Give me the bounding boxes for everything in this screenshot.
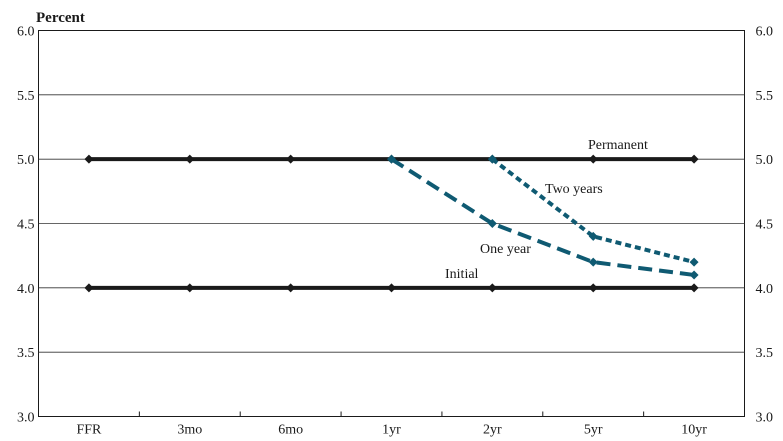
- series-group: [84, 154, 699, 293]
- x-tick-label: FFR: [76, 423, 102, 438]
- y-tick-label-right: 5.5: [756, 89, 774, 104]
- data-point-marker: [387, 283, 396, 293]
- series-line-one-year: [390, 157, 695, 277]
- y-axis-right-labels: 3.0 3.5 4.0 4.5 5.0 5.5 6.0: [756, 25, 774, 426]
- y-tick-label-left: 6.0: [17, 25, 35, 40]
- data-point-marker: [487, 219, 497, 228]
- data-point-marker: [84, 154, 94, 164]
- y-tick-label-left: 4.0: [17, 282, 35, 297]
- data-point-marker: [689, 257, 699, 267]
- y-tick-label-right: 3.0: [756, 411, 774, 426]
- y-tick-label-left: 3.0: [17, 411, 35, 426]
- data-point-marker: [689, 283, 699, 293]
- y-axis-unit-label: Percent: [36, 10, 85, 26]
- y-tick-label-right: 4.0: [756, 282, 774, 297]
- x-tick-label: 5yr: [584, 423, 603, 438]
- gridlines: [38, 94, 745, 353]
- y-tick-label-right: 4.5: [756, 218, 774, 233]
- data-point-marker: [487, 154, 497, 164]
- data-point-marker: [487, 283, 497, 293]
- x-tick-label: 6mo: [278, 423, 303, 438]
- annotation-permanent: Permanent: [588, 138, 648, 153]
- x-tick-label: 2yr: [483, 423, 502, 438]
- y-axis-left-labels: 3.0 3.5 4.0 4.5 5.0 5.5 6.0: [17, 25, 35, 426]
- data-point-marker: [588, 283, 598, 293]
- data-point-marker: [286, 154, 296, 164]
- x-axis-labels: FFR 3mo 6mo 1yr 2yr 5yr 10yr: [76, 423, 707, 438]
- annotation-one-year: One year: [480, 242, 531, 257]
- series-line-two-years: [491, 157, 695, 265]
- data-point-marker: [689, 270, 699, 280]
- y-tick-label-left: 5.5: [17, 89, 35, 104]
- x-tick-label: 3mo: [177, 423, 202, 438]
- data-point-marker: [185, 154, 195, 164]
- x-tick-label: 10yr: [681, 423, 707, 438]
- y-tick-label-left: 3.5: [17, 346, 35, 361]
- data-point-marker: [588, 231, 598, 241]
- data-point-marker: [286, 283, 296, 293]
- annotation-two-years: Two years: [545, 182, 603, 197]
- y-tick-label-right: 3.5: [756, 346, 774, 361]
- annotation-initial: Initial: [445, 267, 479, 282]
- y-tick-label-right: 5.0: [756, 153, 774, 168]
- data-point-marker: [387, 154, 396, 164]
- x-axis-ticks: [138, 411, 645, 417]
- y-tick-label-right: 6.0: [756, 25, 774, 40]
- data-point-marker: [689, 154, 699, 164]
- x-tick-label: 1yr: [382, 423, 401, 438]
- data-point-marker: [185, 283, 195, 293]
- data-point-marker: [588, 257, 598, 267]
- data-point-marker: [588, 154, 598, 164]
- y-tick-label-left: 4.5: [17, 218, 35, 233]
- data-point-marker: [84, 283, 94, 293]
- y-tick-label-left: 5.0: [17, 153, 35, 168]
